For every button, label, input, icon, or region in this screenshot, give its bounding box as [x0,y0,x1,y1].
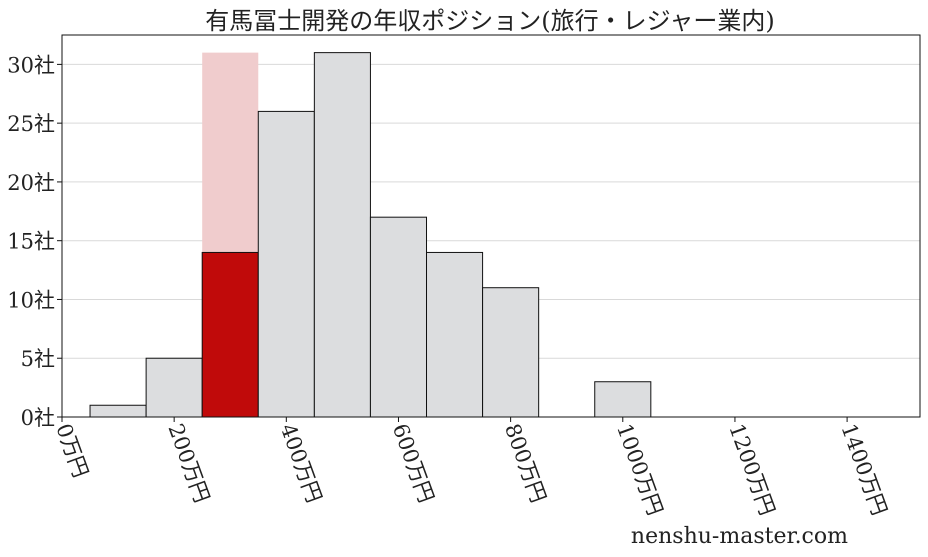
bar-highlighted [201,251,259,418]
bar [145,357,203,418]
bar [482,287,540,418]
bar [594,381,652,418]
watermark: nenshu-master.com [631,524,848,549]
bar [257,110,315,418]
x-axis-ticks: 0万円 200万円 400万円 600万円 800万円 1000万円 1200万円 1400万… [51,417,892,519]
y-tick-label: 10社 [7,288,55,312]
x-tick-label: 1000万円 [612,421,667,519]
x-tick-label: 0万円 [51,421,92,481]
x-tick-label: 1400万円 [836,421,891,519]
plot-frame [61,34,921,418]
x-tick-label: 400万円 [276,421,327,506]
y-tick-label: 20社 [7,171,55,195]
bar [89,404,147,418]
y-tick-label: 25社 [7,112,55,136]
y-tick-label: 5社 [21,347,55,371]
bar [369,216,428,418]
bar [426,251,484,418]
bars [89,52,652,418]
x-tick-label: 200万円 [163,421,214,506]
y-axis-ticks: 0社 5社 10社 15社 20社 25社 30社 [7,53,62,430]
y-tick-label: 15社 [7,230,55,254]
y-tick-label: 30社 [7,53,55,77]
x-tick-label: 1200万円 [724,421,779,519]
bar [313,52,371,418]
y-tick-label: 0社 [21,406,55,430]
chart-title: 有馬冨士開発の年収ポジション(旅行・レジャー業内) [205,7,775,35]
x-tick-label: 600万円 [388,421,439,506]
x-tick-label: 800万円 [500,421,551,506]
